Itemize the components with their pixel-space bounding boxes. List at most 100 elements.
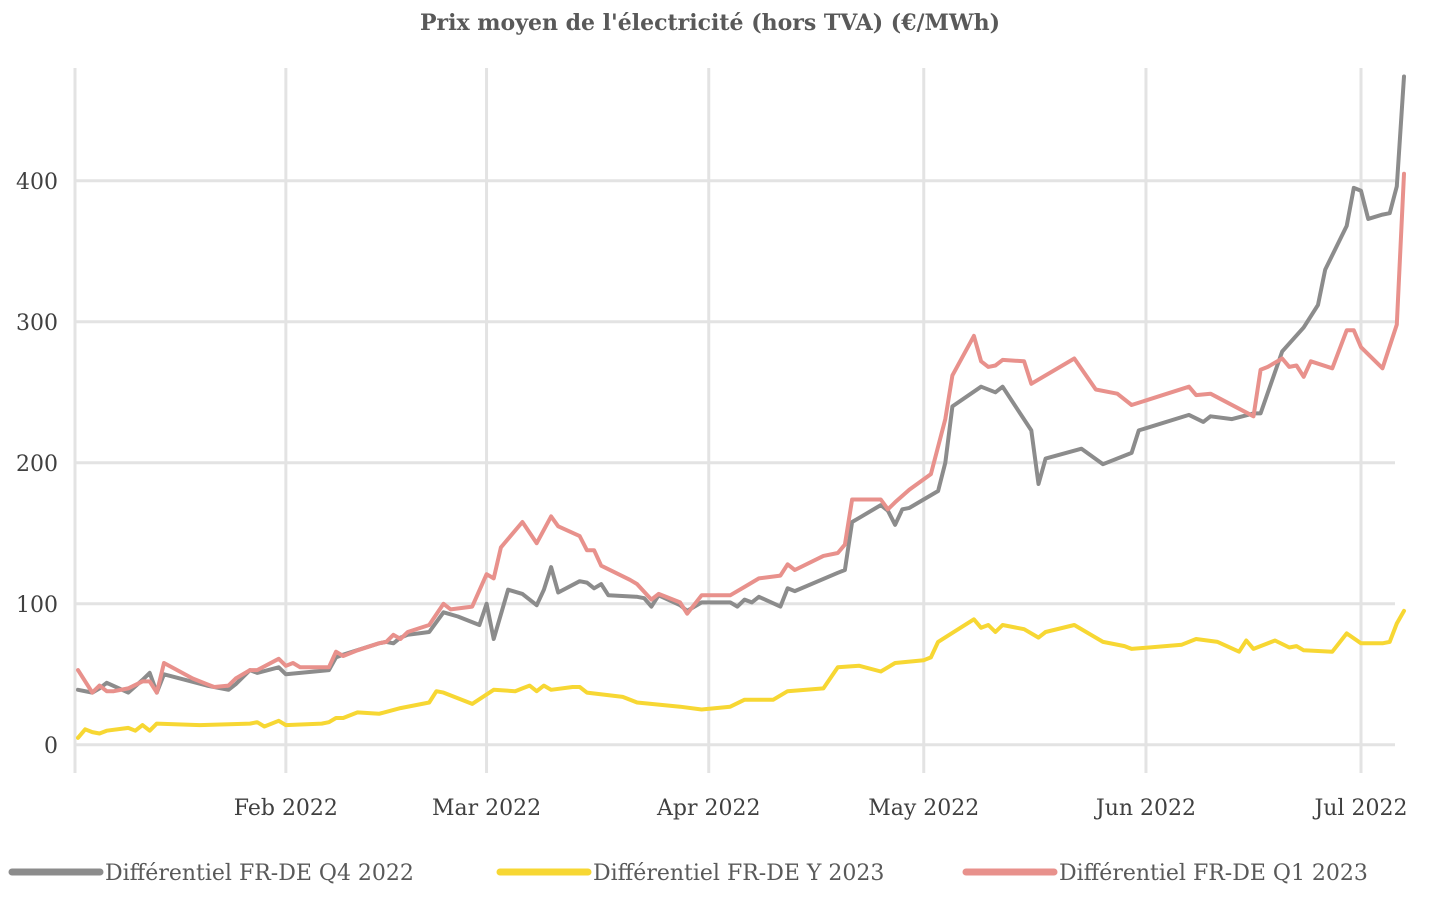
data-point — [406, 630, 410, 634]
data-point — [972, 617, 976, 621]
data-point — [1137, 428, 1141, 432]
data-point — [1402, 172, 1406, 176]
data-point — [1352, 328, 1356, 332]
data-point — [191, 677, 195, 680]
data-point — [320, 722, 324, 726]
data-point — [126, 686, 130, 690]
data-point — [843, 543, 847, 547]
data-point — [492, 576, 496, 580]
data-point — [1001, 385, 1005, 389]
data-point — [1323, 268, 1327, 272]
data-point — [1022, 359, 1026, 363]
x-tick-label: Feb 2022 — [234, 796, 338, 821]
data-point — [76, 736, 80, 740]
chart-title: Prix moyen de l'électricité (hors TVA) (… — [420, 10, 1000, 36]
data-point — [434, 689, 438, 693]
data-point — [585, 581, 589, 585]
data-point — [126, 726, 130, 730]
series-line — [76, 74, 1406, 695]
data-point — [277, 657, 281, 661]
legend-label: Différentiel FR-DE Q4 2022 — [105, 861, 414, 886]
data-point — [907, 506, 911, 510]
data-point — [162, 661, 166, 665]
legend-item: Différentiel FR-DE Q4 2022 — [8, 861, 414, 886]
data-point — [1044, 630, 1048, 634]
data-point — [212, 685, 216, 689]
data-point — [1252, 414, 1255, 418]
data-point — [1029, 428, 1033, 432]
data-point — [1395, 184, 1399, 188]
data-point — [1123, 644, 1126, 648]
data-point — [979, 626, 983, 630]
data-point — [599, 564, 603, 568]
y-tick-label: 100 — [16, 593, 58, 618]
data-point — [879, 503, 883, 507]
data-point — [893, 661, 897, 665]
data-point — [1037, 636, 1040, 640]
data-point — [836, 571, 840, 575]
data-point — [635, 582, 639, 586]
data-point — [1381, 366, 1384, 370]
data-point — [1302, 325, 1306, 329]
data-point — [1037, 482, 1040, 486]
data-point — [635, 701, 639, 704]
data-point — [83, 727, 87, 731]
data-point — [1072, 357, 1076, 360]
legend-label: Différentiel FR-DE Q1 2023 — [1059, 861, 1368, 886]
data-point — [549, 514, 553, 518]
data-point — [549, 565, 553, 569]
data-point — [1216, 640, 1220, 644]
data-point — [442, 691, 445, 695]
data-point — [578, 534, 582, 538]
data-point — [528, 684, 532, 688]
data-point — [821, 686, 825, 690]
data-point — [1402, 609, 1406, 613]
data-point — [427, 630, 431, 634]
data-point — [700, 600, 704, 604]
data-point — [1187, 413, 1191, 417]
data-point — [750, 600, 754, 604]
data-point — [98, 684, 101, 688]
data-point — [334, 650, 338, 654]
data-point — [1101, 462, 1105, 466]
data-point — [341, 654, 345, 658]
x-tick-label: Apr 2022 — [656, 796, 760, 821]
data-point — [1044, 457, 1048, 461]
data-point — [1345, 328, 1349, 332]
data-point — [148, 729, 152, 733]
data-point — [1280, 349, 1284, 353]
data-point — [979, 385, 983, 389]
data-point — [1395, 622, 1399, 625]
y-tick-label: 300 — [16, 311, 58, 336]
data-point — [1381, 213, 1384, 217]
data-point — [850, 520, 854, 524]
data-point — [105, 729, 109, 733]
data-point — [628, 578, 632, 582]
gridlines — [73, 68, 1395, 773]
data-point — [234, 682, 238, 686]
data-point — [1072, 623, 1076, 627]
data-point — [112, 689, 116, 693]
data-point — [535, 603, 539, 607]
data-point — [599, 582, 603, 586]
data-point — [1022, 627, 1026, 631]
data-point — [1287, 365, 1291, 369]
data-point — [141, 723, 144, 727]
data-point — [757, 595, 761, 599]
data-point — [341, 716, 345, 720]
data-point — [227, 688, 230, 692]
data-point — [900, 507, 904, 511]
data-point — [678, 600, 682, 604]
data-point — [649, 598, 653, 602]
data-point — [778, 605, 782, 609]
data-point — [757, 576, 761, 580]
data-point — [1094, 388, 1098, 391]
data-point — [893, 500, 897, 504]
data-point — [1309, 359, 1313, 363]
data-point — [1237, 650, 1241, 654]
data-point — [728, 593, 732, 597]
data-point — [922, 658, 926, 662]
data-point — [556, 591, 560, 594]
data-point — [635, 595, 639, 599]
data-point — [950, 373, 954, 377]
